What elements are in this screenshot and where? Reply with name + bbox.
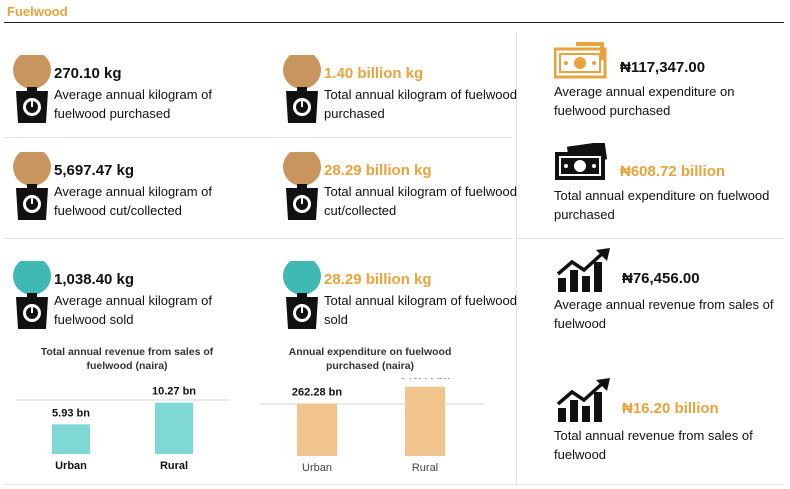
stat-value: 28.29 billion kg xyxy=(324,162,432,179)
expenditure-bar-chart: 262.28 bn Urban 346.44 bn Rural xyxy=(260,378,484,474)
scale-icon xyxy=(283,152,321,220)
stat-value: 5,697.47 kg xyxy=(54,162,135,179)
stat-ball xyxy=(283,55,321,89)
stat-desc: Total annual revenue from sales of fuelw… xyxy=(554,428,753,462)
category-label: Urban xyxy=(302,462,332,474)
scale-icon xyxy=(283,55,321,123)
bar xyxy=(52,424,90,454)
scale-icon xyxy=(13,261,51,329)
stat-desc: Total annual kilogram of fuelwood purcha… xyxy=(324,87,517,121)
divider xyxy=(4,137,512,138)
header-rule xyxy=(4,22,784,23)
bar xyxy=(297,403,337,456)
stat-ball xyxy=(283,152,321,186)
data-label: 346.44 bn xyxy=(400,378,450,382)
scale-icon xyxy=(13,55,51,123)
category-label: Rural xyxy=(160,460,188,472)
stat-desc: Average annual kilogram of fuelwood sold xyxy=(54,293,213,327)
stat-desc: Average annual kilogram of fuelwood purc… xyxy=(54,87,213,121)
scale-icon xyxy=(283,261,321,329)
chart-title: Total annual revenue from sales of fuelw… xyxy=(40,346,214,372)
chart-title: Annual expenditure on fuelwood purchased… xyxy=(288,346,452,372)
money-stack-icon xyxy=(555,143,608,180)
data-label: 5.93 bn xyxy=(52,407,90,419)
category-label: Rural xyxy=(412,462,438,474)
data-label: 10.27 bn xyxy=(152,386,196,398)
stat-value: ₦608.72 billion xyxy=(620,163,726,180)
stat-value: ₦76,456.00 xyxy=(622,270,700,287)
growth-chart-icon xyxy=(556,378,610,422)
stat-desc: Total annual kilogram of fuelwood cut/co… xyxy=(324,184,517,218)
money-icon xyxy=(554,42,607,79)
stat-ball xyxy=(283,261,321,295)
stat-desc: Total annual expenditure on fuelwood pur… xyxy=(554,188,770,222)
stat-value: 28.29 billion kg xyxy=(324,271,432,288)
stat-desc: Average annual kilogram of fuelwood cut/… xyxy=(54,184,213,218)
divider xyxy=(4,238,512,239)
stat-value: 1,038.40 kg xyxy=(54,271,135,288)
growth-chart-icon xyxy=(556,248,610,292)
divider xyxy=(516,238,784,239)
revenue-bar-chart: 5.93 bn Urban 10.27 bn Rural xyxy=(16,386,230,472)
page-title: Fuelwood xyxy=(7,4,68,19)
stat-value: 1.40 billion kg xyxy=(324,65,424,82)
stat-ball xyxy=(13,261,51,295)
bar xyxy=(155,402,193,454)
divider xyxy=(516,32,517,484)
stat-ball xyxy=(13,55,51,89)
category-label: Urban xyxy=(55,460,87,472)
stat-value: 270.10 kg xyxy=(54,65,122,82)
stat-ball xyxy=(13,152,51,186)
stat-desc: Average annual revenue from sales of fue… xyxy=(554,297,774,331)
stat-value: ₦117,347.00 xyxy=(620,59,706,76)
bar xyxy=(405,386,445,456)
stat-desc: Average annual expenditure on fuelwood p… xyxy=(554,84,735,118)
stat-value: ₦16.20 billion xyxy=(622,400,719,417)
stat-desc: Total annual kilogram of fuelwood sold xyxy=(324,293,517,327)
data-label: 262.28 bn xyxy=(292,387,342,399)
divider xyxy=(4,484,784,485)
scale-icon xyxy=(13,152,51,220)
